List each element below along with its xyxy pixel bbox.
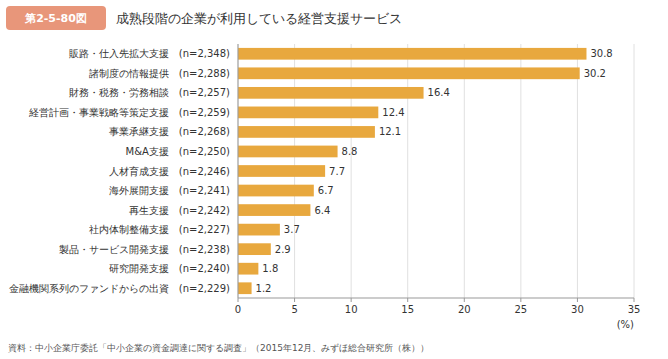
category-label: 海外展開支援 (n=2,241) xyxy=(109,185,230,196)
bar xyxy=(238,204,310,216)
chart: 第2-5-80図 成熟段階の企業が利用している経営支援サービス販路・仕入先拡大支援… xyxy=(0,0,668,359)
tick-label: 25 xyxy=(514,304,527,315)
title: 成熟段階の企業が利用している経営支援サービス xyxy=(116,11,402,26)
category-label: 研究開発支援 (n=2,240) xyxy=(109,263,230,274)
x-axis-line xyxy=(238,298,634,299)
category-label: 財務・税務・労務相談 (n=2,257) xyxy=(69,87,230,98)
tick-mark xyxy=(294,298,295,302)
data-label: 6.7 xyxy=(318,185,334,196)
tick-label: 10 xyxy=(345,304,358,315)
data-label: 30.2 xyxy=(584,68,606,79)
bars xyxy=(238,48,586,294)
category-label: 人材育成支援 (n=2,246) xyxy=(109,166,230,177)
x-axis: 0 5 10 15 20 25 30 35 xyxy=(235,298,641,315)
tick-mark xyxy=(351,298,352,302)
data-label: 6.4 xyxy=(314,205,330,216)
data-label: 7.7 xyxy=(329,166,345,177)
category-label: 金融機関系列のファンドからの出資 (n=2,229) xyxy=(9,283,230,294)
tick-mark xyxy=(464,298,465,302)
tick-label: 30 xyxy=(571,304,584,315)
category-label: 諸制度の情報提供 (n=2,288) xyxy=(89,68,230,79)
bar xyxy=(238,146,338,158)
tick-mark xyxy=(577,298,578,302)
tick-mark xyxy=(520,298,521,302)
bar xyxy=(238,263,258,275)
category-label: 社内体制整備支援 (n=2,227) xyxy=(89,224,230,235)
bar xyxy=(238,165,325,177)
data-label: 2.9 xyxy=(275,244,291,255)
data-label: 8.8 xyxy=(342,146,358,157)
bar xyxy=(238,67,580,79)
bar xyxy=(238,282,252,294)
bar xyxy=(238,185,314,197)
title-prefix-box xyxy=(6,6,106,30)
tick-label: 5 xyxy=(291,304,297,315)
bar xyxy=(238,87,424,99)
category-label: M&A支援 (n=2,250) xyxy=(126,146,231,157)
data-label: 30.8 xyxy=(590,48,612,59)
category-label: 製品・サービス開発支援 (n=2,238) xyxy=(59,244,230,255)
tick-mark xyxy=(238,298,239,302)
bar xyxy=(238,107,378,119)
grid-line xyxy=(634,44,635,298)
bar xyxy=(238,224,280,236)
bar xyxy=(238,48,586,60)
category-label: 販路・仕入先拡大支援 (n=2,348) xyxy=(69,48,230,59)
bar xyxy=(238,243,271,255)
y-axis-line xyxy=(238,44,239,298)
data-label: 3.7 xyxy=(284,224,300,235)
x-axis-label: (%) xyxy=(617,319,634,330)
title-prefix: 第2-5-80図 xyxy=(24,12,87,25)
category-label: 再生支援 (n=2,242) xyxy=(129,205,230,216)
data-label: 1.8 xyxy=(262,263,278,274)
category-label: 事業承継支援 (n=2,268) xyxy=(109,126,230,137)
grid-line xyxy=(238,44,239,298)
header: 第2-5-80図 成熟段階の企業が利用している経営支援サービス xyxy=(6,6,402,30)
tick-mark xyxy=(407,298,408,302)
data-label: 12.4 xyxy=(382,107,404,118)
data-labels: 30.8 30.2 16.4 12.4 12.1 8.8 7.7 6.7 6.4 3.7 2.9 1.… xyxy=(256,48,613,293)
grid-line xyxy=(351,44,352,298)
data-label: 16.4 xyxy=(428,87,450,98)
axis-lines xyxy=(238,44,634,298)
background xyxy=(0,0,668,359)
data-label: 12.1 xyxy=(379,126,401,137)
tick-label: 35 xyxy=(628,304,641,315)
grid-line xyxy=(464,44,465,298)
grid-line xyxy=(577,44,578,298)
tick-label: 20 xyxy=(458,304,471,315)
footer-note: 資料：中小企業庁委託「中小企業の資金調達に関する調査」（2015年12月、みずほ… xyxy=(8,343,429,353)
data-label: 1.2 xyxy=(256,283,272,294)
grid-line xyxy=(407,44,408,298)
bar xyxy=(238,126,375,138)
tick-mark xyxy=(634,298,635,302)
grid xyxy=(238,44,634,298)
tick-label: 0 xyxy=(235,304,241,315)
category-labels: 販路・仕入先拡大支援 (n=2,348) 諸制度の情報提供 (n=2,288) 財務… xyxy=(9,48,230,293)
grid-line xyxy=(520,44,521,298)
tick-label: 15 xyxy=(401,304,414,315)
category-label: 経営計画・事業戦略等策定支援 (n=2,259) xyxy=(28,107,230,118)
